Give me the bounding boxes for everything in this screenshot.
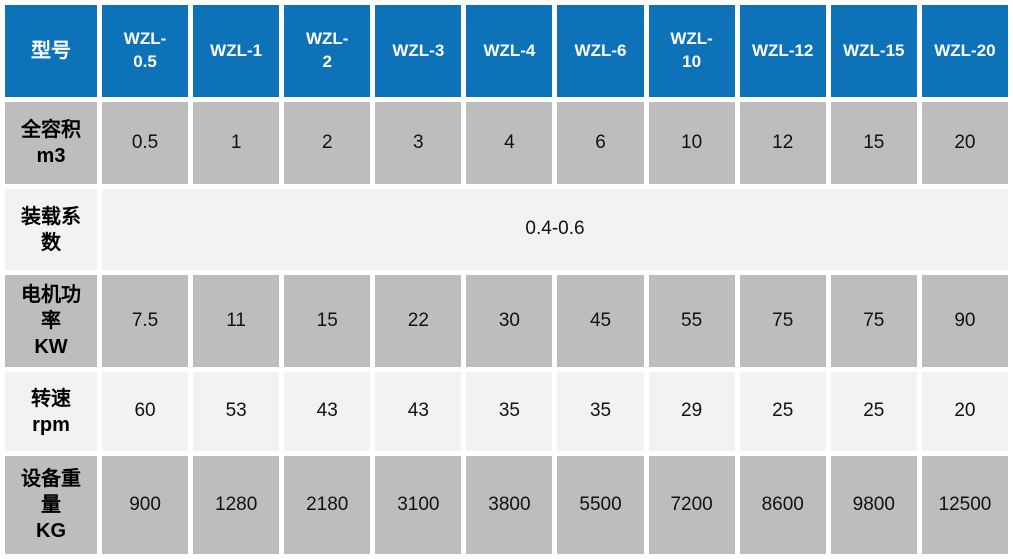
table-cell: 75 (830, 275, 917, 367)
row-header-0: 全容积 m3 (5, 102, 97, 184)
column-header-wzl-15: WZL-15 (830, 5, 917, 97)
table-cell: 900 (102, 456, 189, 554)
table-cell: 3 (375, 102, 462, 184)
table-cell: 8600 (739, 456, 826, 554)
table-cell: 7.5 (102, 275, 189, 367)
table-row: 电机功 率 KW 7.5 11 15 22 30 45 55 75 75 90 (5, 275, 1008, 367)
table-row: 装载系 数 0.4-0.6 (5, 189, 1008, 270)
row-header-3: 转速 rpm (5, 372, 97, 451)
table-cell: 20 (921, 372, 1008, 451)
column-header-wzl-1: WZL-1 (193, 5, 280, 97)
row-header-2: 电机功 率 KW (5, 275, 97, 367)
column-header-wzl-3: WZL-3 (375, 5, 462, 97)
table-cell: 1280 (193, 456, 280, 554)
table-body: 全容积 m3 0.5 1 2 3 4 6 10 12 15 20 装载系 数 0.4-0.6 电机功 率 … (5, 102, 1008, 554)
column-header-wzl-2: WZL- 2 (284, 5, 371, 97)
table-cell: 9800 (830, 456, 917, 554)
table-cell: 0.5 (102, 102, 189, 184)
table-cell: 15 (284, 275, 371, 367)
table-cell: 43 (284, 372, 371, 451)
table-cell: 3800 (466, 456, 553, 554)
row-header-1: 装载系 数 (5, 189, 97, 270)
table-header: 型号 WZL- 0.5 WZL-1 WZL- 2 WZL-3 WZL-4 WZL-6 WZL… (5, 5, 1008, 97)
table-cell: 30 (466, 275, 553, 367)
table-cell: 10 (648, 102, 735, 184)
table-cell: 55 (648, 275, 735, 367)
table-cell: 1 (193, 102, 280, 184)
column-header-wzl-10: WZL- 10 (648, 5, 735, 97)
column-header-wzl-4: WZL-4 (466, 5, 553, 97)
table-cell: 2 (284, 102, 371, 184)
table-cell: 90 (921, 275, 1008, 367)
corner-header-model: 型号 (5, 5, 97, 97)
table-row: 全容积 m3 0.5 1 2 3 4 6 10 12 15 20 (5, 102, 1008, 184)
table-cell: 43 (375, 372, 462, 451)
table-cell: 7200 (648, 456, 735, 554)
table-cell: 35 (557, 372, 644, 451)
table-cell: 35 (466, 372, 553, 451)
table-cell: 15 (830, 102, 917, 184)
column-header-wzl-6: WZL-6 (557, 5, 644, 97)
table-cell: 11 (193, 275, 280, 367)
table-cell: 12500 (921, 456, 1008, 554)
table-cell: 25 (830, 372, 917, 451)
column-header-wzl-20: WZL-20 (921, 5, 1008, 97)
table-cell: 60 (102, 372, 189, 451)
table-cell: 4 (466, 102, 553, 184)
column-header-wzl-12: WZL-12 (739, 5, 826, 97)
merged-value-cell: 0.4-0.6 (102, 189, 1008, 270)
table-cell: 53 (193, 372, 280, 451)
table-cell: 12 (739, 102, 826, 184)
table-cell: 45 (557, 275, 644, 367)
table-cell: 75 (739, 275, 826, 367)
header-row: 型号 WZL- 0.5 WZL-1 WZL- 2 WZL-3 WZL-4 WZL-6 WZL… (5, 5, 1008, 97)
table-cell: 6 (557, 102, 644, 184)
row-header-4: 设备重 量 KG (5, 456, 97, 554)
table-row: 转速 rpm 60 53 43 43 35 35 29 25 25 20 (5, 372, 1008, 451)
table-cell: 22 (375, 275, 462, 367)
table-row: 设备重 量 KG 900 1280 2180 3100 3800 5500 7200 8600 9… (5, 456, 1008, 554)
table-cell: 25 (739, 372, 826, 451)
table-cell: 5500 (557, 456, 644, 554)
table-cell: 29 (648, 372, 735, 451)
column-header-wzl-0.5: WZL- 0.5 (102, 5, 189, 97)
table-cell: 3100 (375, 456, 462, 554)
table-cell: 20 (921, 102, 1008, 184)
table-cell: 2180 (284, 456, 371, 554)
